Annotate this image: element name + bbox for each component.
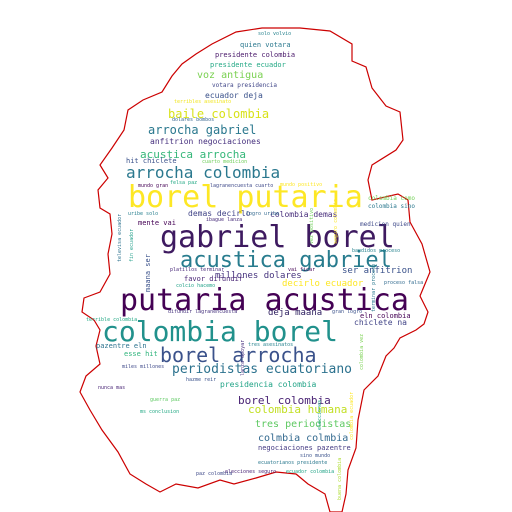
word: terminar proceso [371, 263, 377, 312]
word: dolares bombos [172, 117, 215, 123]
word: maana ser [144, 254, 152, 292]
word: gabriel borel [160, 220, 395, 255]
word: putaria acustica [120, 283, 409, 318]
outline-path [79, 27, 431, 512]
word: esse hit [124, 350, 158, 358]
word: hit chiclete [126, 157, 177, 165]
word: ecuatorianos presidente [258, 460, 328, 466]
word: deja maana [268, 308, 323, 318]
word: borel colombia [238, 394, 331, 407]
word: mundo gran [138, 183, 169, 189]
word: felsa paz [170, 180, 198, 186]
word: millones dolares [215, 271, 302, 281]
word: colombia ecuador [349, 391, 355, 440]
word: vez positivo [309, 207, 315, 244]
word: gran logro [332, 309, 363, 315]
word: medicion quien [360, 221, 411, 228]
word: acustica arrocha [140, 148, 246, 161]
word: hazme reir [186, 377, 217, 383]
word: tres asesinatos [248, 342, 294, 348]
word: colcio hacemo [176, 283, 216, 289]
word: arrocha colombia [126, 163, 281, 182]
word: periodistas ecuatoriano [172, 362, 353, 377]
word: colombia humana [248, 403, 348, 416]
word: colombia demas [270, 210, 338, 219]
word: chiclete na [354, 318, 407, 327]
word: ecuador deja [205, 91, 263, 100]
word: presidente ecuador [210, 61, 286, 69]
word: miles millones [122, 364, 165, 370]
word: colombia vez [359, 333, 365, 370]
word: baile colombia [168, 107, 270, 121]
word: borel arrocha [160, 343, 317, 367]
word: televisa ecuador [117, 213, 123, 262]
word: pazentre eln [96, 342, 147, 350]
word: seguro colombia [333, 198, 339, 244]
word: nunca mas [98, 385, 126, 391]
word: ser anfitrion [342, 266, 413, 276]
word: elecciones [317, 399, 323, 430]
word: tres periodistas [255, 419, 352, 430]
word: arrocha gabriel [148, 123, 257, 137]
word: mundo positivo [280, 182, 323, 188]
word: presidente colombia [215, 51, 296, 59]
word: colombia sino [368, 203, 415, 210]
word: voz antigua [197, 70, 264, 81]
word: favor difundir [184, 275, 244, 283]
word: difundir lagranencuesta [168, 309, 238, 315]
word: solo volvio [258, 31, 292, 37]
word: uribe solo [128, 211, 159, 217]
word: terribles asesinato [174, 99, 232, 105]
word: ibague lanza [206, 217, 243, 223]
word: logro uribe [246, 211, 280, 217]
word: borel putaria [128, 180, 363, 215]
word: paz colombia [196, 471, 233, 477]
word: proceso falsa [384, 280, 424, 286]
word: colombia borel [102, 315, 339, 348]
word: lanza apoyar [240, 339, 246, 376]
word: buena colombia [337, 457, 343, 500]
word: elecciones seguro [225, 469, 277, 475]
word: anfitrion negociaciones [150, 137, 261, 146]
word: acustica gabriel [180, 248, 392, 273]
word: presidencia colombia [220, 380, 317, 389]
word: lagranencuesta cuarto [210, 183, 274, 189]
word: votara presidencia [212, 82, 278, 89]
word: fin ecuador [129, 228, 135, 262]
word: quien votara [240, 41, 291, 49]
word: ms conclusion [140, 409, 180, 415]
word: mente vai [138, 219, 176, 227]
word: decirlo ecuador [282, 279, 364, 289]
word: bandidos proceso [352, 248, 401, 254]
word: terrible colombia [86, 317, 138, 323]
word: demas decirlo [188, 209, 251, 218]
word: eln colombia [360, 312, 411, 320]
word: ecuador colombia [286, 469, 335, 475]
word: vai ficar [288, 267, 316, 273]
word: negociaciones pazentre [258, 444, 351, 452]
word: sino mundo [300, 453, 331, 459]
word: platillos terminar [170, 267, 225, 273]
word: colombia como [368, 195, 415, 202]
word: cuarto medicion [202, 159, 248, 165]
word: guerra paz [150, 397, 181, 403]
word: colmbia colmbia [258, 433, 349, 444]
